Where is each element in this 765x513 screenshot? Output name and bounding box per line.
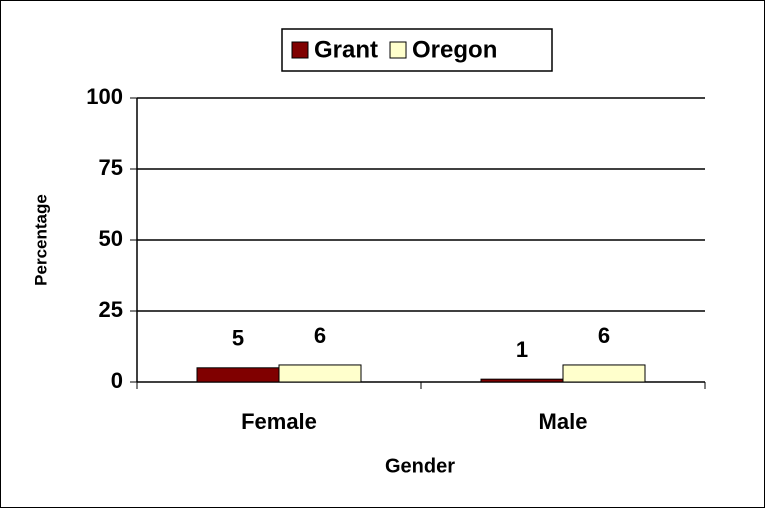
- data-label: 1: [516, 337, 528, 362]
- x-tick-label: Male: [539, 409, 588, 434]
- data-label: 5: [232, 326, 244, 351]
- y-tick-label: 75: [99, 155, 123, 180]
- y-tick-label: 100: [86, 84, 123, 109]
- bar: [562, 364, 646, 383]
- y-tick-label: 0: [111, 368, 123, 393]
- y-tick-label: 25: [99, 297, 123, 322]
- legend-box: [281, 28, 553, 72]
- legend-swatch: [389, 41, 407, 59]
- data-label: 6: [598, 323, 610, 348]
- bar: [480, 378, 564, 383]
- data-label: 6: [314, 323, 326, 348]
- legend-swatch: [291, 41, 309, 59]
- legend-label: Grant: [314, 36, 378, 63]
- bar: [278, 364, 362, 383]
- y-tick-label: 50: [99, 226, 123, 251]
- x-tick-label: Female: [241, 409, 317, 434]
- bar: [196, 367, 280, 383]
- y-axis-label: Percentage: [31, 194, 50, 286]
- x-axis-label: Gender: [385, 455, 455, 477]
- legend-label: Oregon: [412, 36, 497, 63]
